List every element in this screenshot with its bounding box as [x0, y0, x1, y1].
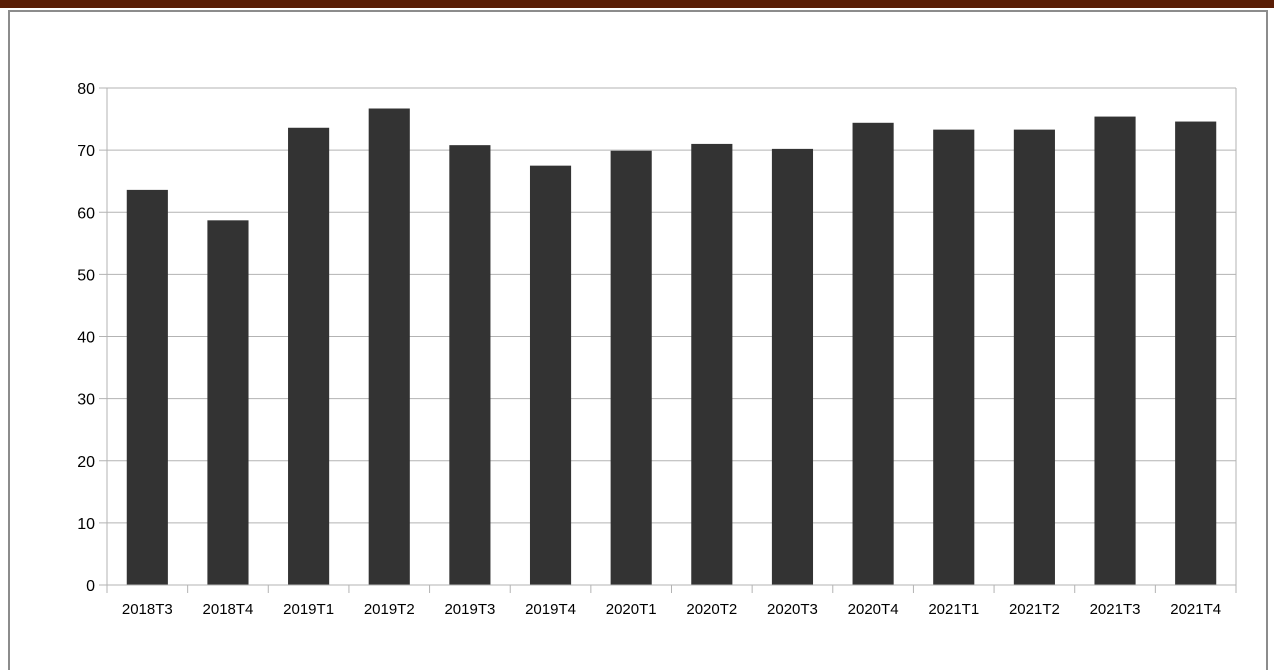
y-tick-label: 70	[77, 143, 95, 160]
chart-frame	[8, 10, 1268, 670]
y-tick-label: 0	[86, 578, 95, 595]
bar	[126, 189, 168, 585]
labels: 0 10 20 30 40 50 60 70 80 2018T3 2018T4 2019T1 2019T…	[77, 81, 1221, 618]
bar	[771, 148, 814, 585]
y-tick-label: 40	[77, 330, 95, 347]
y-tick-label: 60	[77, 205, 95, 222]
x-tick-label: 2020T2	[686, 601, 737, 618]
x-tick-label: 2018T4	[203, 601, 254, 618]
bars	[126, 108, 1217, 586]
bar	[1175, 121, 1217, 586]
x-tick-label: 2018T3	[122, 601, 173, 618]
gridlines	[107, 87, 1236, 524]
bar	[368, 108, 410, 585]
x-tick-label: 2021T3	[1090, 601, 1141, 618]
bar	[207, 220, 249, 586]
x-tick-label: 2021T1	[928, 601, 979, 618]
x-tick-label: 2021T4	[1170, 601, 1221, 618]
bar	[529, 165, 572, 585]
y-tick-label: 80	[77, 81, 95, 98]
y-tick-label: 30	[77, 392, 95, 409]
y-tick-label: 50	[77, 267, 95, 284]
x-tick-label: 2020T4	[848, 601, 899, 618]
bar	[288, 127, 330, 585]
x-tick-label: 2020T1	[606, 601, 657, 618]
x-tick-label: 2019T2	[364, 601, 415, 618]
x-tick-label: 2021T2	[1009, 601, 1060, 618]
x-tick-label: 2019T1	[283, 601, 334, 618]
y-tick-label: 10	[77, 516, 95, 533]
bar	[852, 122, 894, 585]
x-tick-label: 2019T4	[525, 601, 576, 618]
bar	[449, 145, 491, 585]
bar	[1013, 129, 1055, 585]
bar	[1094, 116, 1136, 585]
x-tick-label: 2020T3	[767, 601, 818, 618]
y-tick-label: 20	[77, 454, 95, 471]
bar	[933, 129, 975, 585]
x-tick-label: 2019T3	[444, 601, 495, 618]
top-bar	[0, 0, 1274, 8]
bar	[610, 150, 652, 585]
bar	[691, 143, 733, 585]
axes	[99, 87, 1237, 593]
